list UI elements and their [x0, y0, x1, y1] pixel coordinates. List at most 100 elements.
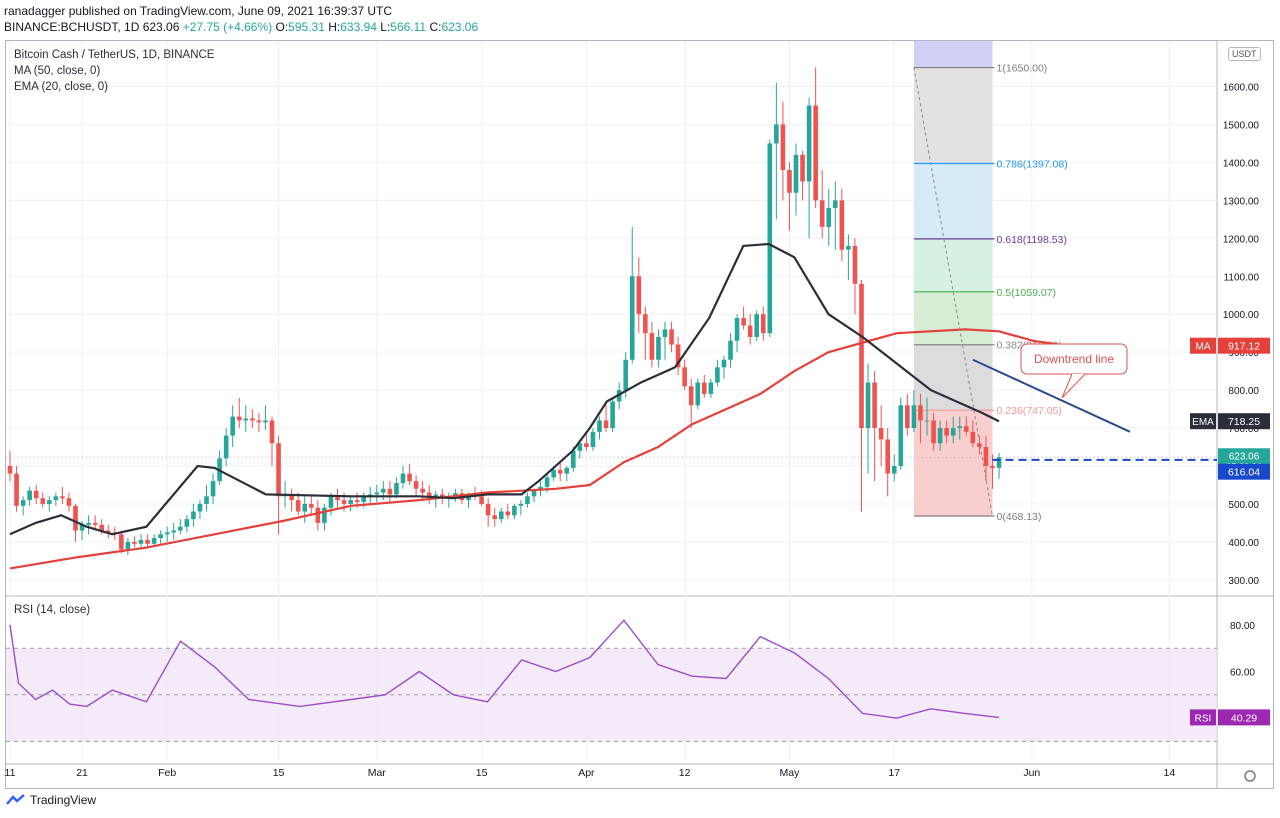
candle-body [741, 318, 746, 326]
ema-value-tag [1218, 413, 1270, 430]
time-tick-label: 14 [1164, 767, 1176, 779]
ma-legend[interactable]: MA (50, close, 0) [14, 65, 101, 77]
candle-body [243, 418, 249, 421]
candle-body [760, 314, 766, 334]
candle-body [164, 532, 170, 535]
candle-body [937, 428, 943, 444]
candle-body [905, 405, 910, 429]
time-tick-label: 17 [888, 767, 900, 779]
candle-body [348, 500, 353, 504]
candle-body [40, 498, 46, 504]
price-tick-label: 1200.00 [1223, 234, 1260, 245]
candle-body [210, 481, 216, 497]
candle-body [551, 469, 556, 478]
candle-body [171, 530, 177, 533]
candle-body [780, 124, 786, 171]
candle-body [839, 200, 845, 250]
price-tick-label: 1000.00 [1223, 310, 1260, 321]
callout-pointer [1061, 373, 1086, 399]
candle-body [420, 488, 425, 493]
candle-body [571, 450, 576, 468]
candle-body [675, 344, 681, 368]
candle-body [610, 401, 615, 429]
price-tick-label: 1400.00 [1223, 158, 1260, 169]
candle-body [525, 496, 530, 504]
candle-body [695, 382, 701, 406]
candle-body [276, 443, 281, 497]
price-tick-label: 800.00 [1228, 386, 1259, 397]
rsi-tick-label: 80.00 [1230, 621, 1255, 632]
ema-value-text: 718.25 [1228, 416, 1260, 428]
rsi-line [9, 619, 1000, 719]
support-level-value-tag [1218, 463, 1270, 480]
time-tick-label: Mar [368, 767, 387, 779]
candle-body [453, 493, 458, 497]
tradingview-watermark: TradingView [6, 793, 96, 807]
candle-body [852, 245, 858, 284]
candle-body [387, 488, 393, 495]
gear-ring [1244, 770, 1256, 782]
candle-body [662, 329, 668, 337]
fib-level-label: 0.236(747.05) [997, 405, 1062, 417]
candle-body [577, 443, 583, 451]
candle-body [105, 530, 111, 533]
candle-body [99, 524, 104, 531]
candle-body [702, 382, 707, 394]
candle-body [132, 541, 137, 544]
settings-gear-icon[interactable] [1244, 770, 1256, 782]
price-tick-label: 1600.00 [1223, 83, 1260, 94]
rsi-legend[interactable]: RSI (14, close) [14, 604, 91, 616]
candle-body [374, 492, 380, 495]
candle-body [302, 503, 308, 512]
open-label: O: [275, 20, 289, 34]
ma-name-tag [1190, 337, 1216, 354]
rsi-band [6, 648, 1217, 742]
candle-body [381, 488, 386, 493]
candle-body [911, 405, 917, 429]
candle-body [204, 496, 209, 504]
fib-level-label: 0.5(1059.07) [997, 287, 1057, 299]
price-tick-label: 1100.00 [1224, 272, 1260, 283]
candle-body [806, 105, 812, 182]
time-tick-label: 15 [273, 767, 285, 779]
time-tick-label: 11 [5, 767, 16, 779]
fib-zone [913, 291, 993, 345]
candle-body [33, 490, 39, 499]
candle-body [250, 418, 255, 421]
candle-body [557, 469, 563, 474]
ema-legend[interactable]: EMA (20, close, 0) [14, 81, 108, 93]
candle-body [931, 420, 936, 444]
candle-body [309, 503, 314, 508]
candle-body [990, 465, 995, 468]
candle-body [865, 382, 871, 429]
ema-name-tag [1190, 413, 1216, 430]
currency-tag[interactable]: USDT [1228, 47, 1261, 61]
candle-body [230, 416, 235, 436]
candle-body [197, 503, 203, 512]
candle-body [872, 382, 877, 429]
candle-body [715, 367, 720, 383]
rsi-name-tag [1190, 709, 1216, 726]
low-value: 566.11 [390, 20, 427, 34]
ema-name-text: EMA [1192, 417, 1214, 428]
candle-body [964, 426, 969, 432]
candle-body [328, 496, 334, 508]
candle-body [125, 541, 131, 550]
candle-body [996, 457, 1002, 468]
candle-body [14, 473, 19, 506]
candle-body [354, 500, 360, 503]
candle-body [846, 245, 851, 250]
price-tick-label: 1500.00 [1223, 120, 1260, 131]
candle-body [833, 200, 838, 208]
candle-body [413, 481, 419, 489]
candle-body [747, 325, 753, 337]
tradingview-logo-icon [6, 794, 25, 805]
candle-body [885, 439, 890, 474]
last-price-text: 623.06 [1229, 451, 1260, 462]
fib-trend-line [913, 67, 993, 517]
candle-body [236, 416, 242, 421]
high-label: H: [328, 20, 341, 34]
candle-body [322, 507, 327, 523]
candle-body [924, 420, 930, 422]
